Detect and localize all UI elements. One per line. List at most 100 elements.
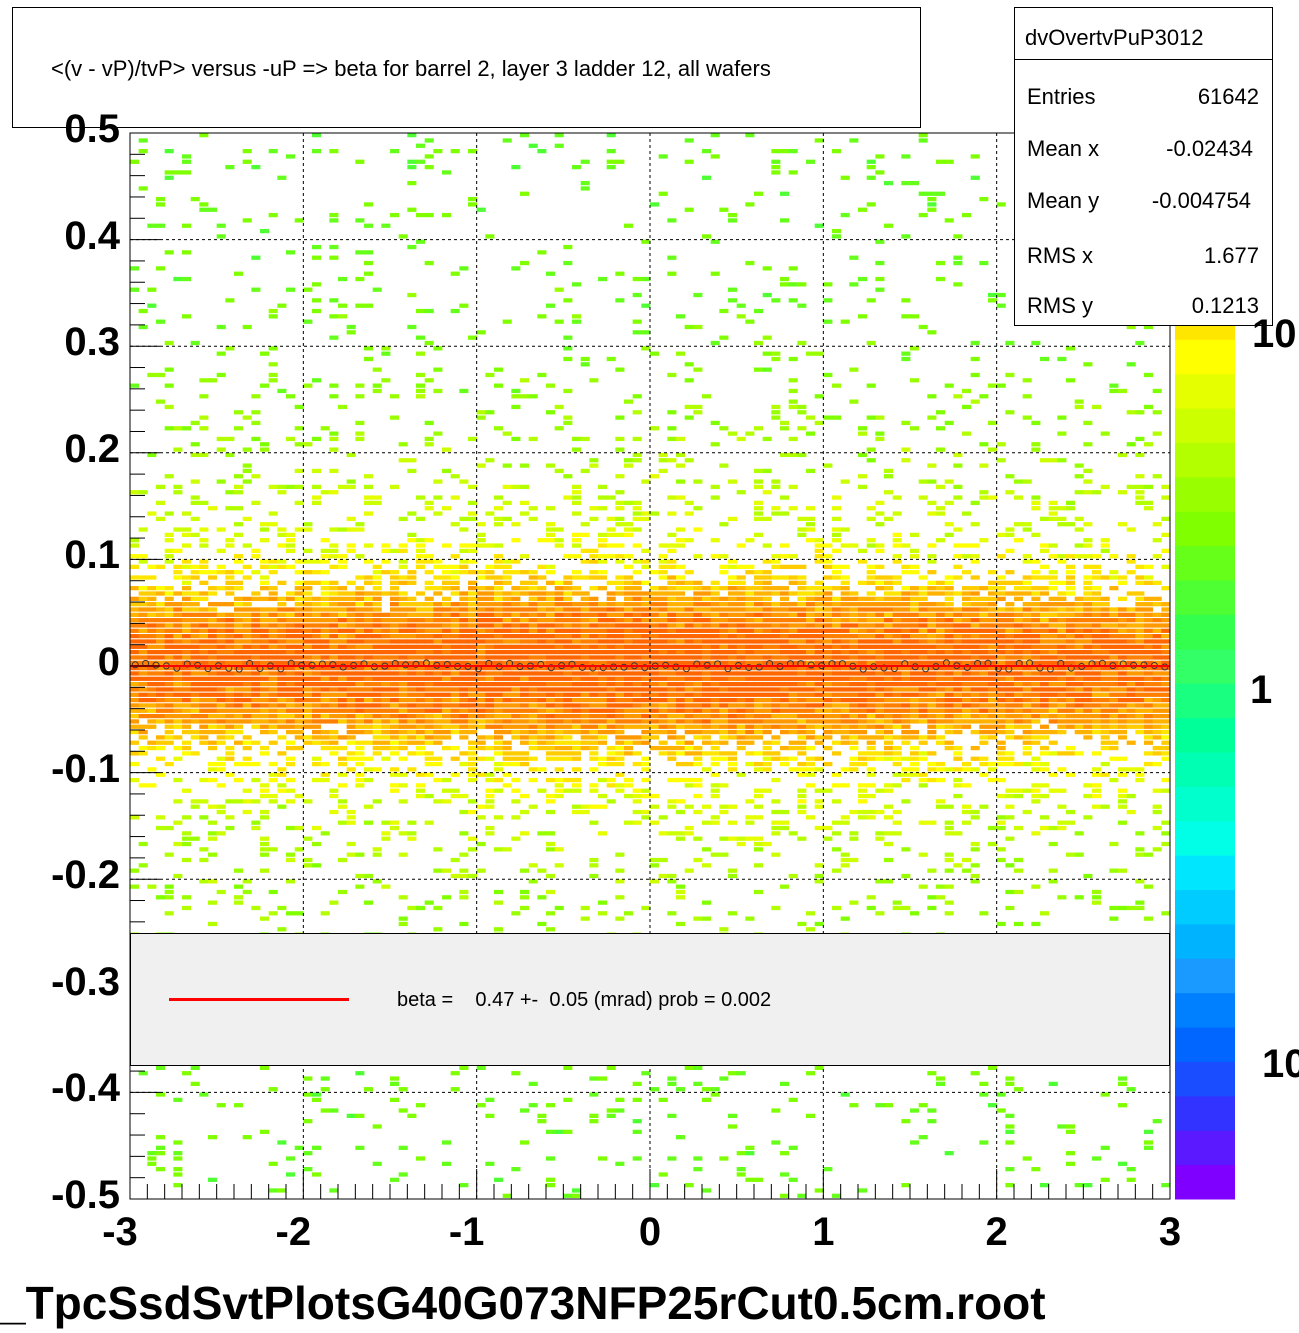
- heatmap-cell: [294, 570, 304, 575]
- heatmap-cell: [520, 378, 530, 383]
- heatmap-cell: [572, 767, 582, 772]
- heatmap-cell: [364, 474, 374, 479]
- heatmap-cell: [866, 580, 876, 585]
- heatmap-cell: [632, 612, 642, 617]
- heatmap-cell: [251, 554, 261, 559]
- heatmap-cell: [693, 761, 703, 767]
- heatmap-cell: [390, 596, 400, 601]
- heatmap-cell: [138, 692, 148, 697]
- heatmap-cell: [398, 1145, 408, 1150]
- heatmap-cell: [572, 495, 582, 500]
- heatmap-cell: [234, 586, 244, 591]
- heatmap-cell: [130, 623, 140, 628]
- heatmap-cell: [190, 618, 200, 623]
- heatmap-cell: [450, 873, 460, 879]
- heatmap-cell: [814, 543, 824, 548]
- heatmap-cell: [546, 745, 556, 751]
- heatmap-cell: [762, 703, 772, 708]
- heatmap-cell: [372, 740, 382, 745]
- heatmap-cell: [563, 335, 573, 340]
- heatmap-cell: [580, 687, 590, 692]
- heatmap-cell: [173, 1140, 183, 1145]
- heatmap-cell: [216, 234, 226, 239]
- heatmap-cell: [832, 538, 842, 543]
- heatmap-cell: [702, 644, 712, 649]
- heatmap-cell: [875, 697, 885, 703]
- heatmap-cell: [216, 628, 226, 633]
- heatmap-cell: [901, 681, 911, 687]
- heatmap-cell: [684, 586, 694, 591]
- heatmap-cell: [494, 713, 504, 719]
- heatmap-cell: [754, 671, 764, 676]
- heatmap-cell: [589, 724, 599, 729]
- heatmap-cell: [485, 596, 495, 601]
- heatmap-cell: [468, 202, 478, 207]
- heatmap-cell: [537, 687, 547, 692]
- heatmap-cell: [563, 607, 573, 612]
- heatmap-cell: [624, 602, 634, 607]
- heatmap-cell: [572, 740, 582, 745]
- heatmap-cell: [381, 831, 391, 836]
- heatmap-cell: [520, 687, 530, 692]
- heatmap-cell: [147, 660, 157, 665]
- heatmap-cell: [632, 788, 642, 793]
- heatmap-cell: [424, 623, 434, 628]
- heatmap-cell: [892, 543, 902, 548]
- heatmap-cell: [736, 697, 746, 703]
- heatmap-cell: [173, 591, 183, 596]
- heatmap-cell: [554, 650, 564, 655]
- heatmap-cell: [563, 655, 573, 660]
- heatmap-cell: [719, 655, 729, 660]
- heatmap-cell: [173, 276, 183, 282]
- heatmap-cell: [693, 713, 703, 719]
- heatmap-cell: [563, 644, 573, 649]
- heatmap-cell: [736, 602, 746, 607]
- heatmap-cell: [632, 602, 642, 607]
- heatmap-cell: [494, 889, 504, 895]
- heatmap-cell: [511, 708, 521, 713]
- heatmap-cell: [580, 809, 590, 815]
- heatmap-cell: [901, 905, 911, 911]
- heatmap-cell: [398, 591, 408, 596]
- heatmap-cell: [164, 175, 174, 180]
- heatmap-cell: [407, 735, 417, 740]
- heatmap-cell: [502, 612, 512, 617]
- heatmap-cell: [320, 740, 330, 745]
- heatmap-cell: [875, 911, 885, 916]
- heatmap-cell: [606, 580, 616, 585]
- heatmap-cell: [208, 697, 218, 703]
- heatmap-cell: [494, 650, 504, 655]
- heatmap-cell: [476, 410, 486, 415]
- heatmap-cell: [355, 719, 365, 724]
- heatmap-cell: [598, 697, 608, 703]
- heatmap-cell: [199, 394, 209, 399]
- heatmap-cell: [147, 303, 157, 308]
- heatmap-cell: [182, 644, 192, 649]
- heatmap-cell: [546, 612, 556, 617]
- heatmap-cell: [814, 687, 824, 692]
- heatmap-cell: [676, 596, 686, 601]
- heatmap-cell: [416, 628, 426, 633]
- heatmap-cell: [780, 586, 790, 591]
- heatmap-cell: [936, 660, 946, 665]
- heatmap-cell: [771, 634, 781, 639]
- heatmap-cell: [944, 868, 954, 873]
- heatmap-cell: [780, 703, 790, 708]
- heatmap-cell: [641, 905, 651, 911]
- heatmap-cell: [745, 1177, 755, 1182]
- heatmap-cell: [762, 575, 772, 580]
- heatmap-cell: [476, 623, 486, 628]
- heatmap-cell: [381, 745, 391, 751]
- heatmap-cell: [286, 825, 296, 831]
- heatmap-cell: [190, 719, 200, 724]
- heatmap-cell: [320, 697, 330, 703]
- heatmap-cell: [476, 804, 486, 809]
- heatmap-cell: [927, 639, 937, 644]
- heatmap-cell: [511, 777, 521, 783]
- heatmap-cell: [355, 703, 365, 708]
- heatmap-cell: [442, 666, 452, 671]
- heatmap-cell: [355, 666, 365, 671]
- heatmap-cell: [182, 559, 192, 564]
- heatmap-cell: [754, 793, 764, 799]
- heatmap-cell: [719, 650, 729, 655]
